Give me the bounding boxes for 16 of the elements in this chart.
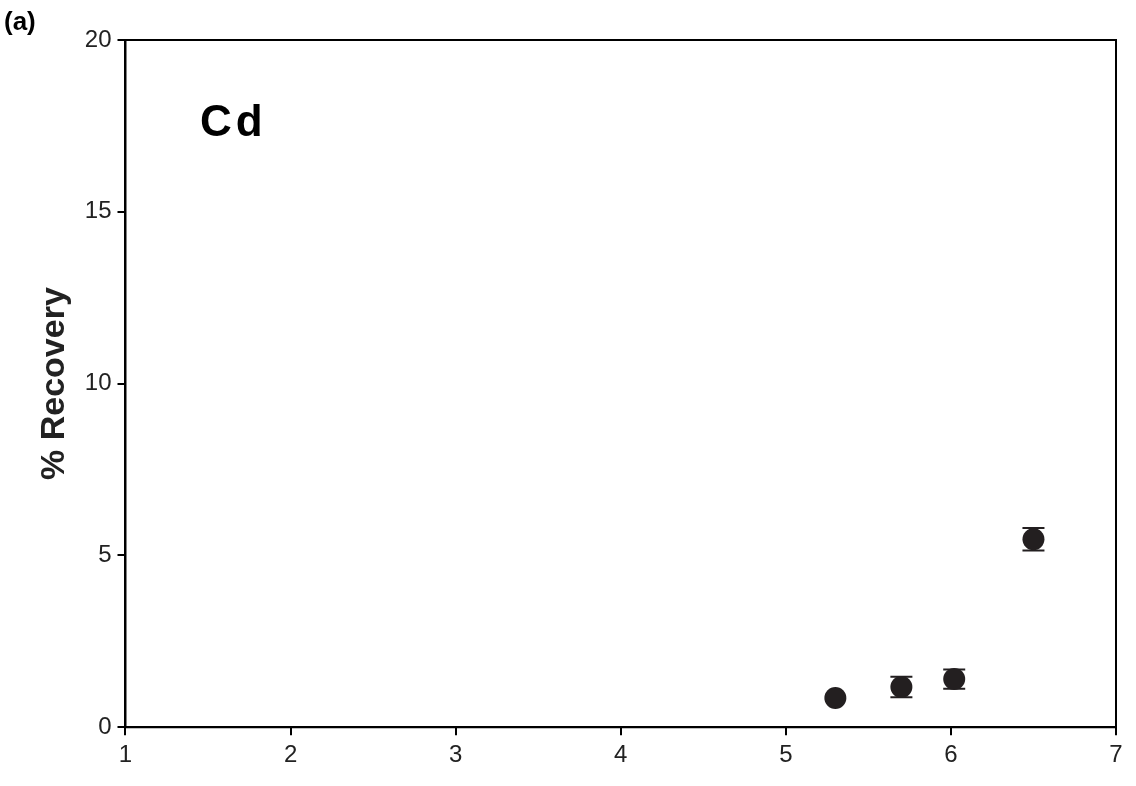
x-tick-label: 4 — [614, 740, 628, 768]
x-tick-label: 5 — [779, 740, 793, 768]
text: (a) — [4, 6, 36, 37]
y-tick-label: 10 — [84, 368, 112, 396]
y-tick-label: 5 — [98, 540, 112, 568]
x-tick-label: 1 — [118, 740, 133, 768]
x-tick-label: 2 — [283, 740, 298, 768]
x-tick-label: 7 — [1109, 740, 1123, 768]
y-tick-label: 15 — [84, 196, 112, 224]
y-tick-label: 0 — [98, 711, 112, 739]
x-tick-label: 3 — [448, 740, 463, 768]
point — [824, 686, 847, 709]
annotation: Cd — [200, 96, 267, 146]
y-axis-title: % Recovery — [32, 287, 71, 480]
x-tick-label: 6 — [944, 740, 958, 768]
y-tick-label: 20 — [84, 24, 112, 52]
